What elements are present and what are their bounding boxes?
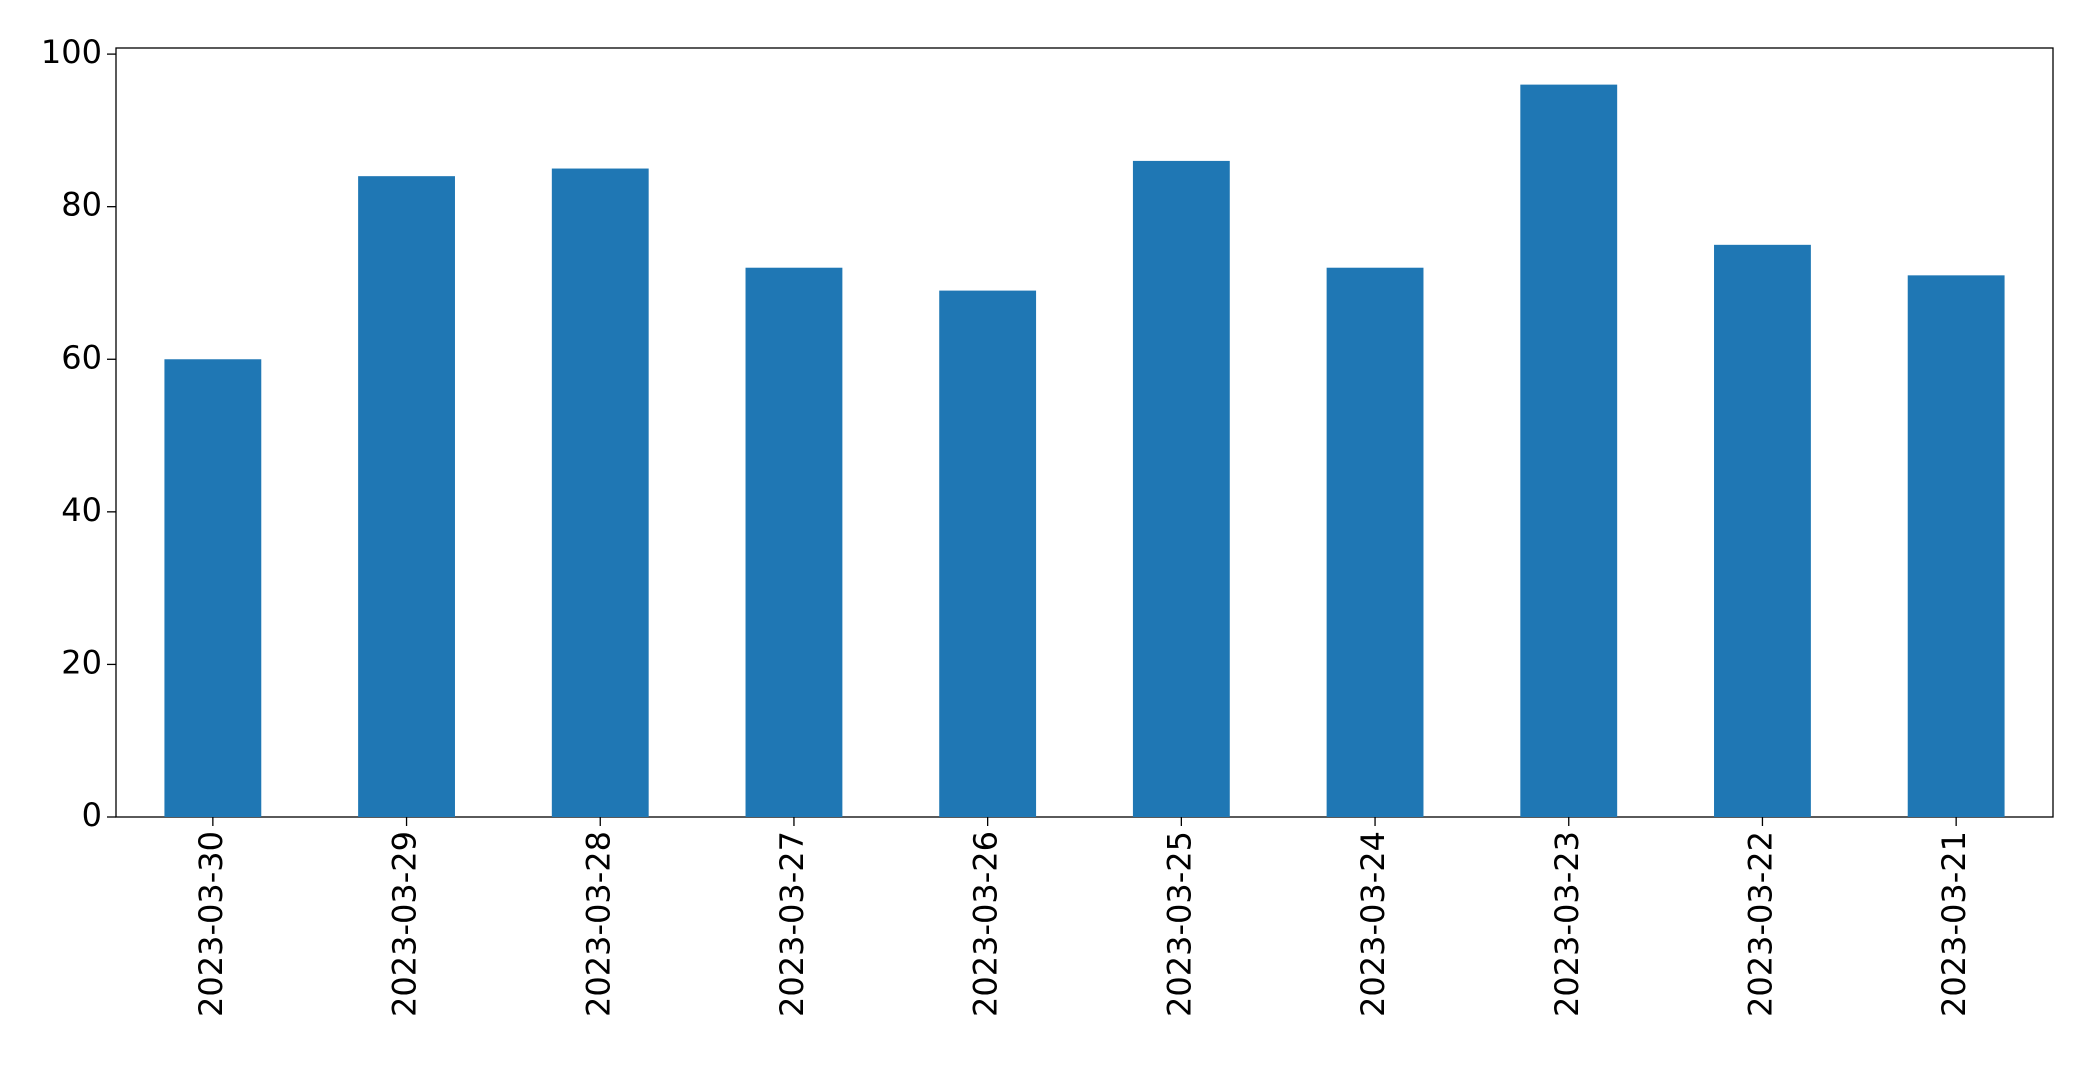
bar (745, 267, 843, 817)
x-tick-label: 2023-03-29 (386, 831, 424, 1017)
x-tick-label: 2023-03-21 (1935, 831, 1973, 1017)
bar (1132, 160, 1230, 817)
x-tick-label: 2023-03-24 (1354, 831, 1392, 1017)
y-tick-label: 60 (61, 338, 102, 376)
y-tick-label: 0 (82, 796, 102, 834)
bar (358, 176, 455, 817)
bar (1714, 244, 1811, 817)
x-tick-label: 2023-03-25 (1160, 831, 1198, 1017)
bar (164, 359, 262, 817)
x-tick-label: 2023-03-27 (773, 831, 811, 1017)
bar (1326, 267, 1424, 817)
y-tick-label: 40 (61, 491, 102, 529)
bar (551, 168, 649, 817)
bar (1907, 275, 2005, 817)
y-tick-label: 80 (61, 186, 102, 224)
x-tick-label: 2023-03-26 (967, 831, 1005, 1017)
bar (939, 290, 1037, 817)
x-tick-label: 2023-03-28 (579, 831, 617, 1017)
x-tick-label: 2023-03-22 (1741, 831, 1779, 1017)
x-tick-label: 2023-03-23 (1548, 831, 1586, 1017)
plot-frame (115, 47, 2054, 818)
x-tick-label: 2023-03-30 (192, 831, 230, 1017)
y-tick-label: 100 (41, 33, 102, 71)
bar (1520, 84, 1618, 818)
y-tick-label: 20 (61, 643, 102, 681)
